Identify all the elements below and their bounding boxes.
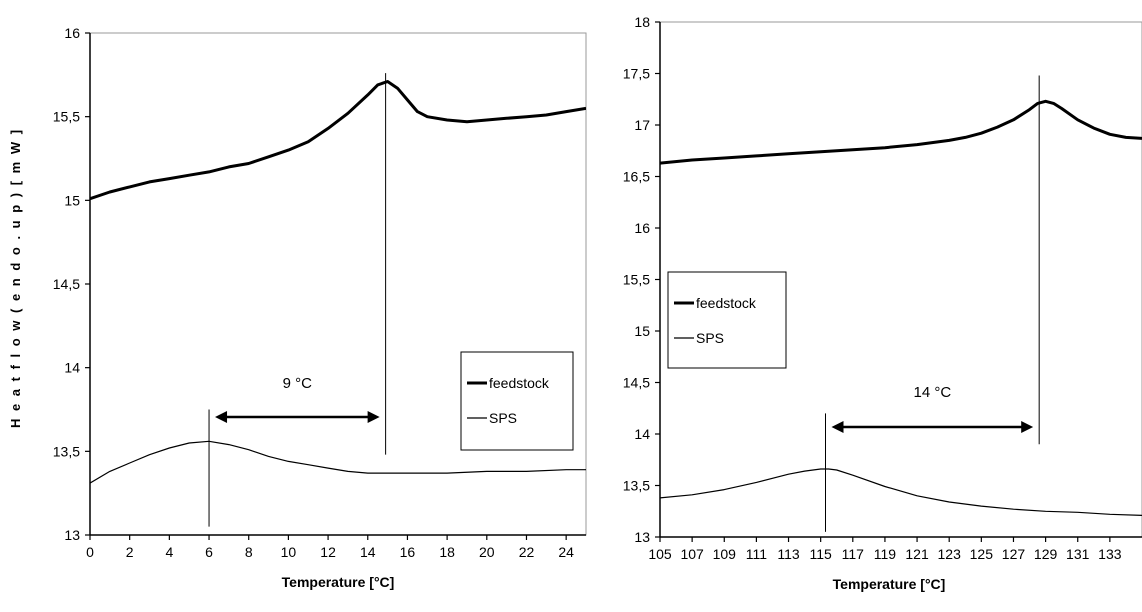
chart1-x-tick-label: 6 <box>205 544 213 560</box>
chart1-y-tick-label: 15,5 <box>53 109 80 125</box>
chart1-y-tick-label: 13,5 <box>53 443 80 459</box>
chart1-x-tick-label: 10 <box>281 544 297 560</box>
chart1-y-tick-label: 13 <box>64 527 80 543</box>
chart2-y-tick-label: 16 <box>634 220 650 236</box>
chart1-arrow-head-left <box>215 411 228 423</box>
chart2-x-axis-title: Temperature [°C] <box>833 576 946 592</box>
chart2-y-tick-label: 13 <box>634 529 650 545</box>
chart1-legend-box <box>460 351 574 451</box>
chart1-plot-frame <box>89 32 587 536</box>
chart1-x-tick-label: 24 <box>558 544 574 560</box>
chart2-y-tick-label: 15 <box>634 323 650 339</box>
chart2-legend-box <box>667 271 787 369</box>
chart1-x-tick-label: 18 <box>439 544 455 560</box>
chart2-arrow-head-right <box>1021 421 1034 433</box>
chart2-y-tick-label: 15,5 <box>623 272 650 288</box>
chart2-y-tick-label: 14 <box>634 426 650 442</box>
chart2-y-tick-label: 14,5 <box>623 375 650 391</box>
chart1-arrow-head-right <box>367 411 380 423</box>
chart1-y-tick-label: 14,5 <box>53 276 80 292</box>
chart2-series-sps <box>660 468 1142 516</box>
chart2-x-tick-label: 115 <box>810 546 833 562</box>
chart2-group: 13 13,5 14 14,5 15 15,5 16 16,5 17 17,5 18 105 107 10… <box>623 14 1142 592</box>
chart1-x-tick-label: 4 <box>165 544 173 560</box>
chart2-arrow-head-left <box>831 421 844 433</box>
chart1-x-axis-title: Temperature [°C] <box>282 574 395 590</box>
chart2-x-tick-label: 127 <box>1002 546 1026 562</box>
chart1-series-feedstock <box>90 80 586 201</box>
chart1-x-tick-label: 22 <box>519 544 535 560</box>
chart1-x-tick-label: 0 <box>86 544 94 560</box>
chart2-x-tick-label: 133 <box>1098 546 1122 562</box>
chart1-annotation-label: 9 °C <box>283 375 313 392</box>
chart1-y-tick-label: 15 <box>64 192 80 208</box>
chart2-x-tick-label: 109 <box>713 546 737 562</box>
chart2-x-tick-label: 131 <box>1066 546 1090 562</box>
chart2-x-tick-label: 119 <box>874 546 897 562</box>
chart2-y-tick-label: 18 <box>634 14 650 30</box>
chart1-x-tick-label: 16 <box>400 544 416 560</box>
chart2-annotation-label: 14 °C <box>913 384 951 401</box>
chart2-x-tick-label: 113 <box>777 546 800 562</box>
chart2-x-tick-label: 107 <box>680 546 704 562</box>
chart2-x-tick-label: 129 <box>1034 546 1058 562</box>
chart2-x-tick-label: 105 <box>648 546 672 562</box>
chart1-y-axis-title: H e a t f l o w ( e n d o . u p ) [ m W … <box>8 128 23 428</box>
chart1-x-tick-label: 2 <box>126 544 134 560</box>
chart1-x-tick-label: 14 <box>360 544 376 560</box>
chart2-x-tick-label: 125 <box>970 546 994 562</box>
chart2-series-feedstock <box>660 99 1142 165</box>
chart1-series-sps <box>90 440 586 484</box>
chart2-y-tick-label: 13,5 <box>623 478 650 494</box>
chart1-y-tick-label: 16 <box>64 25 80 41</box>
chart2-y-tick-label: 16,5 <box>623 169 650 185</box>
chart1-y-tick-label: 14 <box>64 360 80 376</box>
chart2-legend-label-feedstock: feedstock <box>696 295 757 311</box>
chart1-legend-label-sps: SPS <box>489 410 517 426</box>
chart1-x-tick-label: 8 <box>245 544 253 560</box>
chart1-legend-label-feedstock: feedstock <box>489 375 550 391</box>
chart1-x-tick-label: 20 <box>479 544 495 560</box>
chart2-x-tick-label: 111 <box>746 546 767 562</box>
chart2-x-tick-label: 121 <box>905 546 929 562</box>
chart2-x-tick-label: 117 <box>842 546 865 562</box>
chart1-x-tick-label: 12 <box>320 544 336 560</box>
chart2-x-tick-label: 123 <box>938 546 962 562</box>
chart2-y-tick-label: 17,5 <box>623 66 650 82</box>
chart2-legend-label-sps: SPS <box>696 330 724 346</box>
chart2-y-tick-label: 17 <box>634 117 650 133</box>
